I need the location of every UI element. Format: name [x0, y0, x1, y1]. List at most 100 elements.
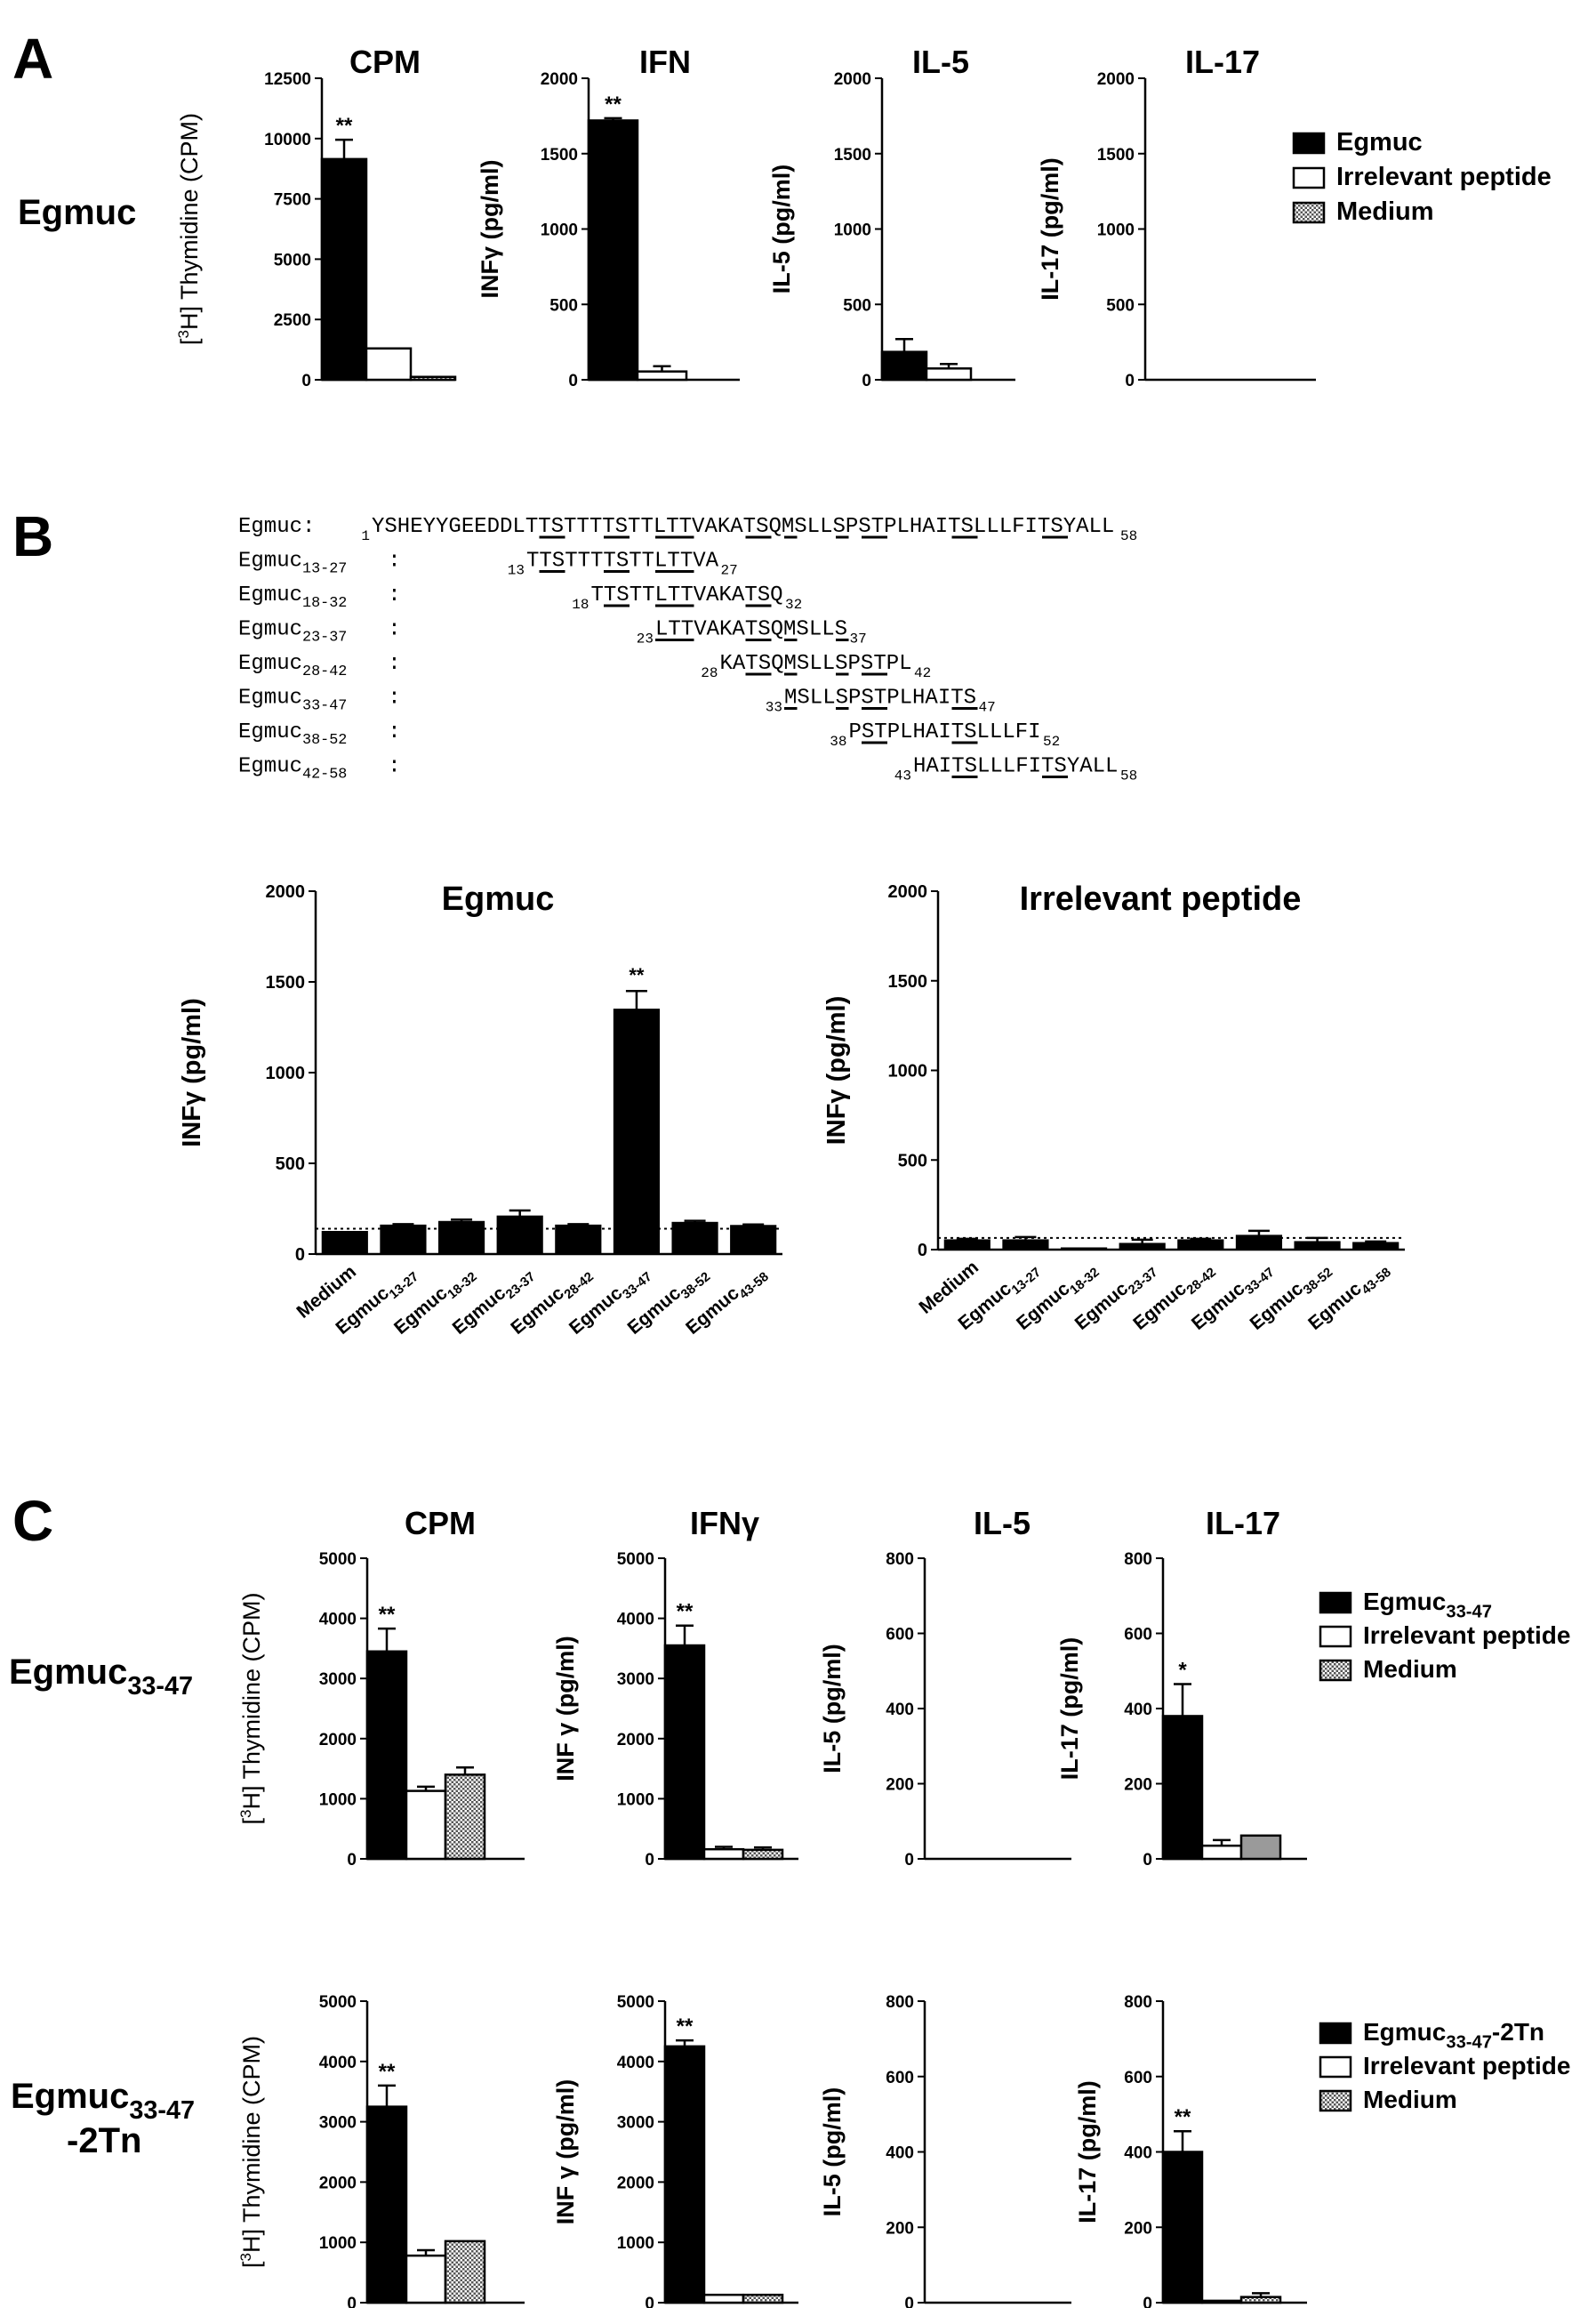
colon: : — [388, 720, 400, 744]
colon: : — [388, 550, 400, 574]
significance-marker: ** — [677, 2014, 694, 2039]
start-index: 13 — [508, 563, 525, 579]
end-index: 52 — [1043, 734, 1060, 750]
bar-egmuc43-58 — [1352, 1242, 1400, 1251]
end-index: 42 — [914, 665, 931, 681]
bar-irrelevant — [405, 2254, 447, 2304]
y-tick-label: 2000 — [266, 882, 306, 902]
y-tick-label: 4000 — [617, 1611, 654, 1629]
y-axis-label: INF γ (pg/ml) — [552, 1636, 579, 1781]
legend: Egmuc Irrelevant peptide Medium — [1292, 128, 1552, 226]
chart-c5: 0 1000 2000 3000 4000 5000 ** [3H] Thymidine (C… — [237, 1993, 525, 2308]
chart-c1: 0 1000 2000 3000 4000 5000 ** CPM [3H] Thymidine… — [237, 1505, 525, 1870]
bar-egmuc28-42 — [1177, 1239, 1224, 1251]
chart-title: CPM — [405, 1505, 476, 1541]
y-tick-label: 400 — [1124, 1701, 1152, 1719]
bar-stim — [320, 157, 368, 382]
bar-egmuc38-52 — [671, 1221, 718, 1255]
y-tick-label: 0 — [347, 1851, 357, 1870]
y-axis-label: INFγ (pg/ml) — [477, 160, 503, 299]
chart-c2: 0 1000 2000 3000 4000 5000 ** IFNγ INF γ (pg/ml) — [552, 1505, 798, 1870]
y-axis-label: [3H] Thymidine (CPM) — [175, 113, 203, 345]
y-axis-label: IL-17 (pg/ml) — [1074, 2080, 1101, 2224]
peptide-sequence: LTTVAKATSQMSLLS — [655, 618, 847, 642]
bar-stim — [1161, 2151, 1204, 2304]
bar-irrelevant — [925, 367, 973, 382]
y-tick-label: 500 — [843, 296, 871, 315]
bar-medium — [1239, 1834, 1282, 1861]
y-tick-label: 200 — [1124, 1776, 1152, 1795]
chart-title: CPM — [349, 44, 421, 80]
y-tick-label: 400 — [1124, 2144, 1152, 2163]
chart-title: Irrelevant peptide — [1020, 881, 1302, 918]
y-tick-label: 2000 — [617, 1731, 654, 1749]
bar-stim — [663, 1644, 706, 1861]
end-index: 27 — [721, 563, 738, 579]
bar-irrelevant — [1200, 1844, 1243, 1861]
chart-title: Egmuc — [442, 881, 555, 918]
y-tick-label: 5000 — [617, 1993, 654, 2012]
bar-egmuc13-27 — [1002, 1239, 1049, 1251]
legend-label: Egmuc33-47-2Tn — [1363, 2018, 1544, 2052]
colon: : — [388, 652, 400, 676]
peptide-sequence: MSLLSPSTPLHAITS — [784, 687, 976, 711]
colon: : — [388, 618, 400, 642]
peptide-sequence: PSTPLHAITSLLLFI — [849, 720, 1041, 744]
y-tick-label: 0 — [645, 1851, 654, 1870]
legend-swatch — [1292, 201, 1326, 224]
chart-c3: 0 200 400 600 800 IL-5 IL-5 (pg/ml) — [819, 1505, 1071, 1870]
end-index: 37 — [850, 631, 867, 647]
y-tick-label: 5000 — [319, 1550, 357, 1569]
y-tick-label: 600 — [886, 1626, 914, 1645]
sequence-name: Egmuc: — [238, 515, 315, 539]
start-index: 23 — [637, 631, 654, 647]
legend-swatch — [1319, 2089, 1352, 2112]
start-index: 18 — [572, 597, 589, 613]
bar-irrelevant — [1200, 2299, 1243, 2304]
peptide-sequence: TTSTTTTSTTLTTVA — [526, 550, 719, 574]
colon: : — [388, 687, 400, 711]
chart-title: IFN — [639, 44, 691, 80]
y-tick-label: 4000 — [617, 2054, 654, 2072]
chart-c8: 0 200 400 600 800 ** IL-17 (pg/ml) — [1074, 1993, 1307, 2308]
chart-title: IL-17 — [1185, 44, 1260, 80]
y-axis-label: INFγ (pg/ml) — [178, 998, 206, 1147]
peptide-name: Egmuc18-32 — [238, 583, 347, 612]
bar-medium — [943, 1239, 990, 1251]
y-tick-label: 12500 — [264, 70, 311, 89]
legend-swatch — [1319, 2055, 1352, 2079]
panel-letter-a: A — [12, 27, 53, 91]
end-index: 58 — [1120, 768, 1137, 784]
y-tick-label: 0 — [347, 2295, 357, 2308]
bar-egmuc43-58 — [730, 1225, 777, 1255]
peptide-sequence: TTSTTLTTVAKATSQ — [591, 583, 783, 607]
bar-stim — [663, 2045, 706, 2304]
significance-marker: ** — [629, 964, 645, 986]
significance-marker: ** — [336, 114, 353, 138]
y-tick-label: 800 — [1124, 1550, 1152, 1569]
legend-label: Egmuc — [1336, 128, 1423, 157]
y-tick-label: 3000 — [319, 2114, 357, 2133]
y-tick-label: 3000 — [617, 2114, 654, 2133]
y-tick-label: 400 — [886, 2144, 914, 2163]
y-tick-label: 2000 — [888, 882, 928, 902]
y-axis-label: IL-5 (pg/ml) — [819, 1644, 846, 1773]
y-tick-label: 4000 — [319, 2054, 357, 2072]
start-index: 28 — [701, 665, 718, 681]
y-tick-label: 3000 — [617, 1670, 654, 1689]
y-tick-label: 0 — [645, 2295, 654, 2308]
y-axis-label: IL-17 (pg/ml) — [1037, 157, 1063, 301]
chart-title: IFNγ — [690, 1505, 759, 1541]
bar-irrelevant — [405, 1789, 447, 1861]
significance-marker: ** — [677, 1600, 694, 1624]
y-tick-label: 2000 — [834, 70, 871, 89]
legend-label: Egmuc33-47 — [1363, 1588, 1492, 1621]
bar-irrelevant — [702, 2293, 745, 2304]
y-tick-label: 1000 — [266, 1064, 306, 1083]
chart-c7: 0 200 400 600 800 IL-5 (pg/ml) — [819, 1993, 1071, 2308]
y-tick-label: 0 — [904, 1851, 914, 1870]
y-axis-label: IL-5 (pg/ml) — [819, 2087, 846, 2216]
significance-marker: ** — [605, 92, 622, 117]
